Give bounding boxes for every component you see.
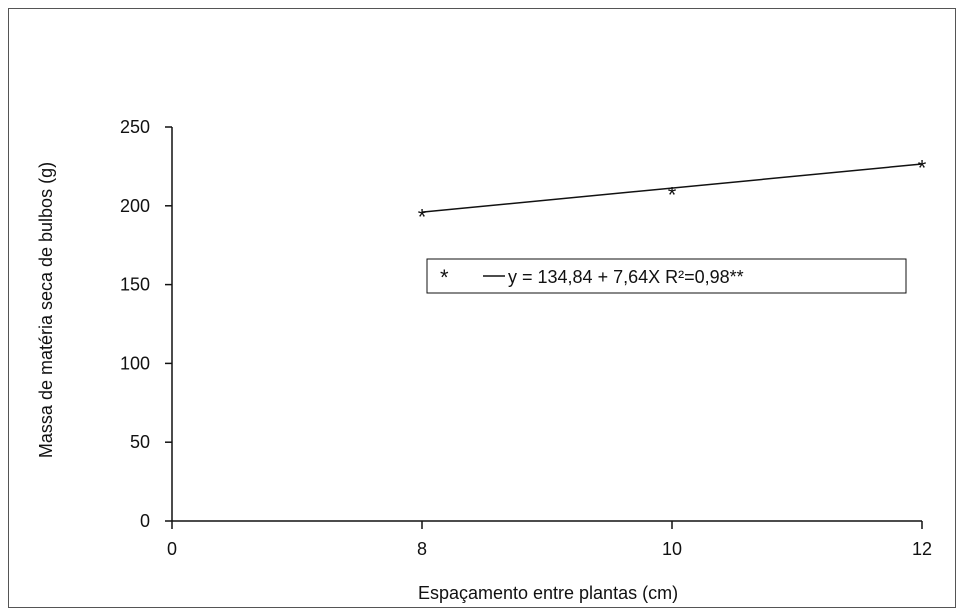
y-tick-label: 200 [120,196,150,216]
x-tick-label: 0 [167,539,177,559]
legend-box [426,258,907,294]
x-tick-label: 10 [662,539,682,559]
y-tick-label: 150 [120,275,150,295]
data-points: * * * [418,156,927,230]
y-ticks: 0 50 100 150 200 250 [120,117,172,531]
legend-equation: y = 134,84 + 7,64X R²=0,98** [508,267,744,287]
data-point-marker: * [668,182,677,207]
chart-frame [8,8,956,608]
fit-line-group [421,163,923,213]
axes [171,127,922,522]
x-tick-label: 12 [912,539,932,559]
y-tick-label: 250 [120,117,150,137]
y-tick-label: 100 [120,353,150,373]
x-ticks: 0 8 10 12 [167,521,932,559]
fit-line [421,163,923,213]
y-tick-label: 50 [130,432,150,452]
data-point-marker: * [918,156,927,181]
y-axis-title: Massa de matéria seca de bulbos (g) [36,162,56,458]
x-axis-title: Espaçamento entre plantas (cm) [418,583,678,603]
y-tick-label: 0 [140,511,150,531]
legend-marker: * [440,265,449,290]
x-tick-label: 8 [417,539,427,559]
data-point-marker: * [418,205,427,230]
legend: * y = 134,84 + 7,64X R²=0,98** [426,258,907,294]
